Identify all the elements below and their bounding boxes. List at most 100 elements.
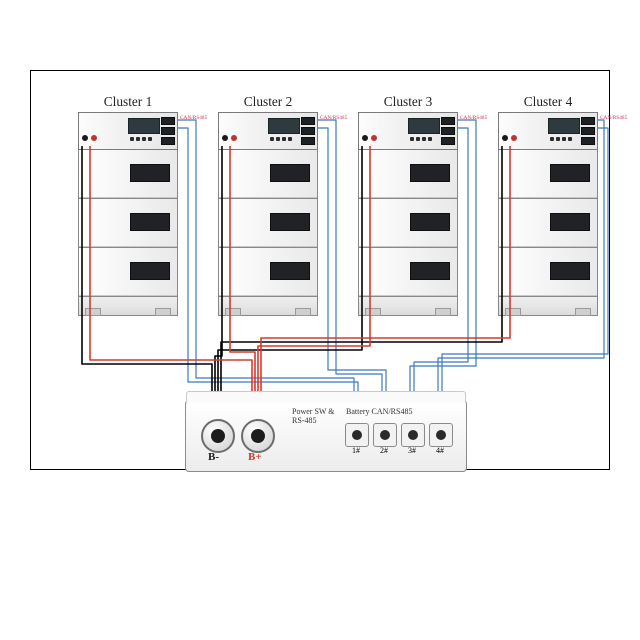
dc-pos-lug (231, 135, 237, 141)
terminal-hole-icon (211, 429, 225, 443)
rj-jack-icon (380, 430, 390, 440)
dc-pos-lug (91, 135, 97, 141)
module-handle-slot (550, 164, 590, 182)
foot-icon (505, 308, 521, 316)
combiner-mid-label: RS-485 (292, 416, 316, 425)
battery-module (78, 199, 178, 248)
bms-button (148, 137, 152, 141)
tower-base (358, 297, 458, 316)
comm-port-2 (373, 423, 397, 447)
bms-head: CAN/RS485 (358, 112, 458, 150)
battery-module (498, 199, 598, 248)
bms-button (550, 137, 554, 141)
bms-button (568, 137, 572, 141)
bms-comm-ports (161, 117, 175, 145)
comm-port-label: 3# (400, 447, 424, 455)
bms-screen (408, 118, 440, 134)
dc-neg-lug (362, 135, 368, 141)
tower-base (498, 297, 598, 316)
battery-module (358, 150, 458, 199)
bms-comm-ports (441, 117, 455, 145)
bms-head: CAN/RS485 (218, 112, 318, 150)
comm-port-label: 1# (344, 447, 368, 455)
bms-head: CAN/RS485 (498, 112, 598, 150)
bms-button (270, 137, 274, 141)
can-rs485-tag: CAN/RS485 (320, 115, 347, 121)
bms-button (282, 137, 286, 141)
module-handle-slot (410, 213, 450, 231)
battery-module (358, 199, 458, 248)
foot-icon (295, 308, 311, 316)
bms-comm-ports (301, 117, 315, 145)
bms-screen (128, 118, 160, 134)
tower-base (78, 297, 178, 316)
comm-port-label: 4# (428, 447, 452, 455)
module-handle-slot (550, 213, 590, 231)
can-rs485-tag: CAN/RS485 (460, 115, 487, 121)
bms-screen (548, 118, 580, 134)
battery-module (498, 150, 598, 199)
bms-button (288, 137, 292, 141)
battery-tower-4: CAN/RS485 (498, 112, 598, 316)
bms-screen (268, 118, 300, 134)
module-handle-slot (130, 164, 170, 182)
bms-button (428, 137, 432, 141)
bms-button (410, 137, 414, 141)
battery-module (218, 248, 318, 297)
bms-comm-ports (581, 117, 595, 145)
module-handle-slot (410, 164, 450, 182)
cluster-label-2: Cluster 2 (244, 94, 293, 110)
foot-icon (85, 308, 101, 316)
dc-pos-lug (371, 135, 377, 141)
dc-neg-lug (502, 135, 508, 141)
combiner-mid-label: Power SW & (292, 407, 335, 416)
combiner-top-strip (186, 391, 466, 402)
terminal-hole-icon (251, 429, 265, 443)
battery-tower-3: CAN/RS485 (358, 112, 458, 316)
module-handle-slot (130, 213, 170, 231)
rj-jack-icon (408, 430, 418, 440)
comm-port-1 (345, 423, 369, 447)
foot-icon (575, 308, 591, 316)
battery-module (218, 150, 318, 199)
foot-icon (365, 308, 381, 316)
dc-terminal-label: B- (208, 451, 219, 463)
module-handle-slot (550, 262, 590, 280)
comm-port-3 (401, 423, 425, 447)
cluster-label-1: Cluster 1 (104, 94, 153, 110)
bms-button (422, 137, 426, 141)
bms-button (130, 137, 134, 141)
comm-port-4 (429, 423, 453, 447)
combiner-mid-label: Battery CAN/RS485 (346, 407, 412, 416)
can-rs485-tag: CAN/RS485 (180, 115, 207, 121)
module-handle-slot (270, 164, 310, 182)
module-handle-slot (410, 262, 450, 280)
cluster-label-3: Cluster 3 (384, 94, 433, 110)
can-rs485-tag: CAN/RS485 (600, 115, 627, 121)
dc-neg-lug (222, 135, 228, 141)
dc-terminal-label: B+ (248, 451, 262, 463)
dc-neg-lug (82, 135, 88, 141)
diagram-stage: Cluster 1 Cluster 2 Cluster 3 Cluster 4 CAN… (0, 0, 640, 640)
bms-button (136, 137, 140, 141)
foot-icon (435, 308, 451, 316)
combiner-box: B- B+ Power SW &RS-485 Battery CAN/RS485 1# 2… (185, 400, 467, 472)
comm-port-label: 2# (372, 447, 396, 455)
dc-terminal-bminus (201, 419, 235, 453)
bms-button (562, 137, 566, 141)
bms-button (276, 137, 280, 141)
battery-tower-2: CAN/RS485 (218, 112, 318, 316)
bms-button (142, 137, 146, 141)
bms-button (416, 137, 420, 141)
battery-module (218, 199, 318, 248)
module-handle-slot (270, 262, 310, 280)
foot-icon (225, 308, 241, 316)
dc-pos-lug (511, 135, 517, 141)
foot-icon (155, 308, 171, 316)
battery-module (78, 150, 178, 199)
rj-jack-icon (352, 430, 362, 440)
dc-terminal-bplus (241, 419, 275, 453)
cluster-label-4: Cluster 4 (524, 94, 573, 110)
battery-module (498, 248, 598, 297)
tower-base (218, 297, 318, 316)
